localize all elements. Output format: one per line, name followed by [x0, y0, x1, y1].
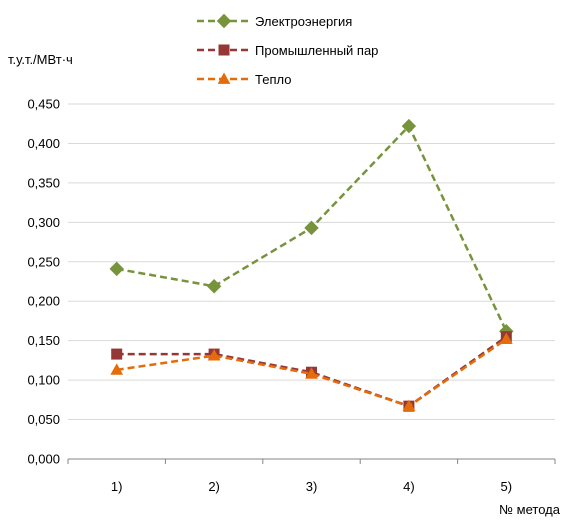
y-tick-label: 0,050 — [27, 412, 60, 427]
y-tick-label: 0,000 — [27, 452, 60, 467]
legend-label: Тепло — [255, 72, 291, 87]
y-tick-label: 0,350 — [27, 175, 60, 190]
x-tick-label: 3) — [306, 479, 318, 494]
legend-label: Электроэнергия — [255, 14, 352, 29]
legend-item: Тепло — [197, 72, 291, 87]
data-point — [401, 118, 417, 134]
x-tick-label: 1) — [111, 479, 123, 494]
legend-item: Электроэнергия — [197, 13, 352, 29]
y-tick-label: 0,450 — [27, 97, 60, 112]
data-point — [305, 367, 318, 379]
legend: Электроэнергия Промышленный пар Тепло — [197, 13, 378, 87]
legend-label: Промышленный пар — [255, 43, 378, 58]
x-axis-ticks: 1) 2) 3) 4) 5) — [67, 459, 556, 494]
data-point — [499, 332, 513, 344]
y-tick-label: 0,300 — [27, 215, 60, 230]
x-axis-title: № метода — [499, 502, 561, 517]
series-layer — [109, 118, 514, 412]
legend-marker — [218, 44, 230, 56]
data-point — [206, 279, 222, 294]
y-tick-label: 0,100 — [27, 373, 60, 388]
data-point — [109, 261, 124, 277]
series — [110, 332, 513, 412]
y-tick-label: 0,150 — [27, 333, 60, 348]
legend-item: Промышленный пар — [197, 43, 378, 58]
data-point — [111, 348, 123, 360]
y-axis-ticks: 0,000 0,050 0,100 0,150 0,200 0,250 0,300 0,350… — [27, 97, 60, 467]
data-point — [110, 363, 124, 375]
legend-marker — [217, 72, 231, 84]
series — [109, 118, 514, 339]
data-point — [304, 220, 319, 236]
y-tick-label: 0,250 — [27, 254, 60, 269]
legend-marker — [216, 13, 232, 29]
y-axis-title: т.у.т./МВт·ч — [8, 52, 73, 67]
gridlines — [68, 103, 555, 460]
y-tick-label: 0,400 — [27, 136, 60, 151]
y-tick-label: 0,200 — [27, 294, 60, 309]
data-point — [207, 349, 221, 361]
x-tick-label: 5) — [501, 479, 513, 494]
x-tick-label: 2) — [208, 479, 220, 494]
data-point — [402, 399, 416, 412]
x-tick-label: 4) — [403, 479, 415, 494]
